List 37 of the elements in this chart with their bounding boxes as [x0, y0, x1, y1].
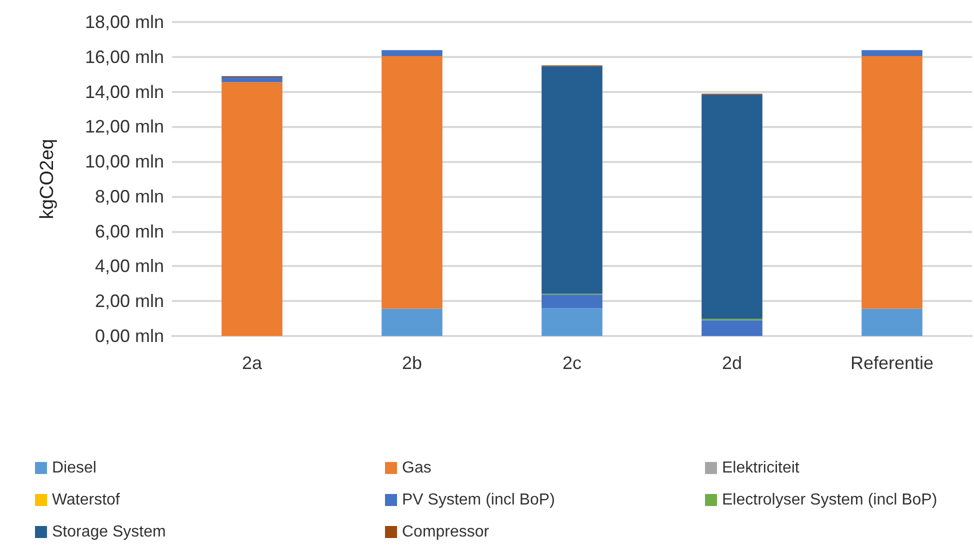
x-tick-label: 2c — [562, 353, 582, 373]
legend-label: Gas — [402, 460, 432, 476]
x-tick-label: Referentie — [850, 353, 934, 373]
y-tick-label: 6,00 mln — [94, 221, 164, 242]
legend-label: PV System (incl BoP) — [402, 492, 555, 508]
bar — [542, 294, 602, 308]
bar — [222, 76, 282, 82]
bar — [542, 308, 602, 336]
bar — [542, 66, 602, 294]
y-tick-label: 18,00 mln — [84, 12, 164, 32]
bar — [382, 308, 442, 336]
y-tick-label: 8,00 mln — [94, 186, 164, 206]
legend-label: Diesel — [52, 460, 96, 476]
y-axis-title: kgCO2eq — [37, 138, 58, 220]
bar — [702, 94, 762, 319]
bar — [222, 82, 282, 336]
bar — [862, 56, 922, 309]
x-tick-label: 2b — [402, 353, 422, 373]
x-tick-label: 2d — [722, 353, 742, 373]
bar — [382, 50, 442, 56]
y-tick-label: 16,00 mln — [84, 46, 164, 67]
y-tick-label: 14,00 mln — [84, 82, 164, 102]
y-tick-label: 4,00 mln — [94, 256, 164, 276]
bar — [382, 56, 442, 309]
y-tick-label: 12,00 mln — [84, 116, 164, 137]
bar — [862, 308, 922, 336]
bar — [862, 50, 922, 56]
legend-label: Elektriciteit — [722, 460, 800, 476]
legend-label: Storage System — [52, 524, 166, 540]
legend-label: Electrolyser System (incl BoP) — [722, 492, 938, 508]
y-tick-label: 10,00 mln — [84, 152, 164, 172]
y-tick-label: 0,00 mln — [94, 326, 164, 346]
y-tick-label: 2,00 mln — [94, 291, 164, 312]
x-tick-label: 2a — [242, 353, 263, 373]
legend-label: Compressor — [402, 524, 490, 540]
legend-label: Waterstof — [52, 492, 120, 508]
bar — [702, 320, 762, 336]
